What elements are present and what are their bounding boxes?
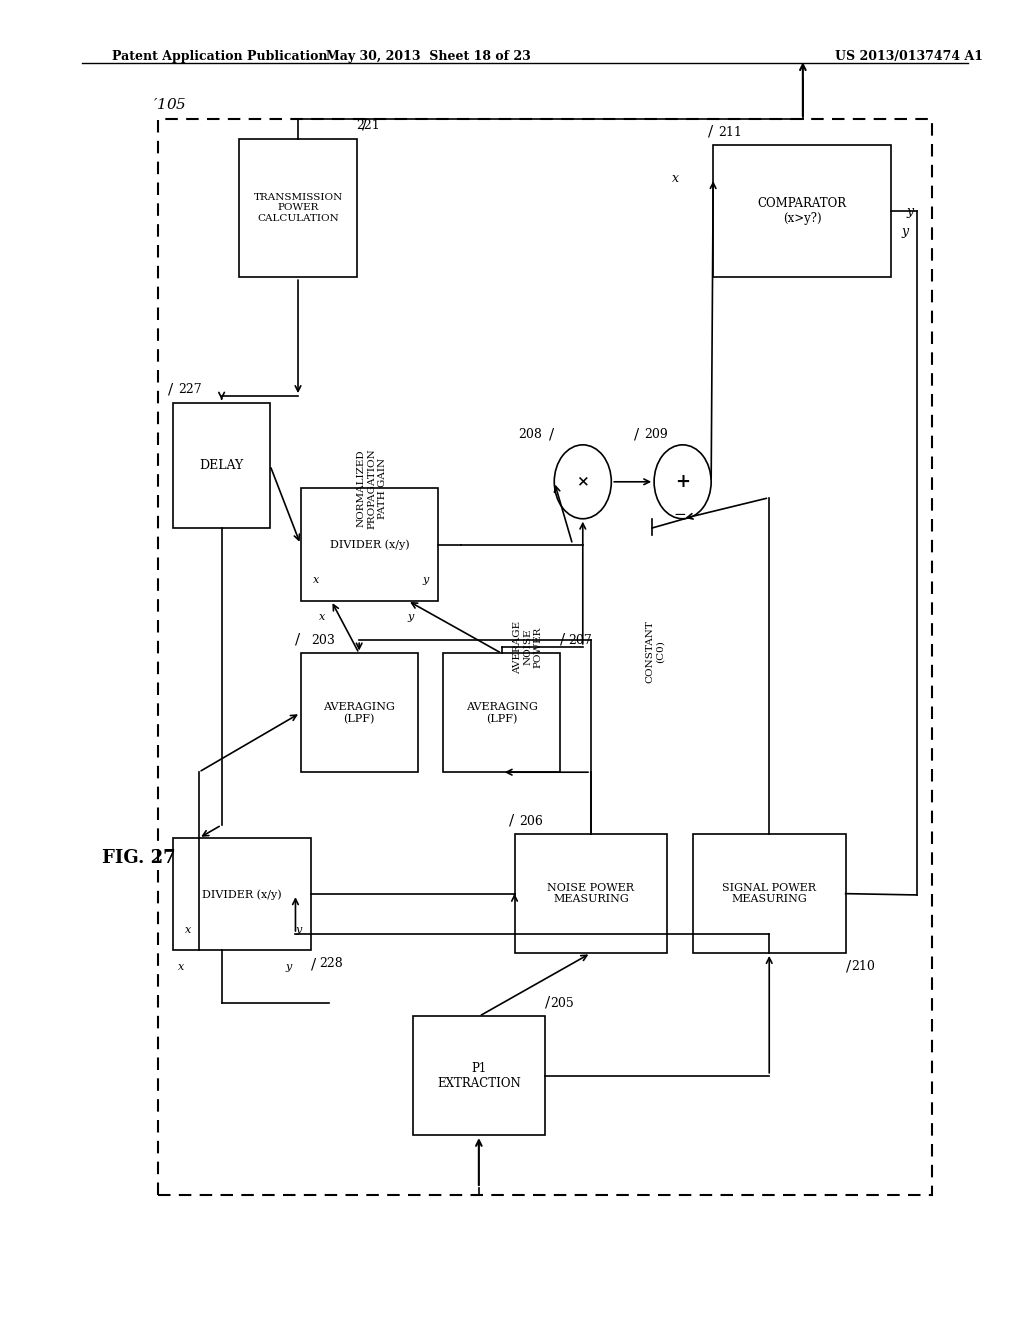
Bar (301, 653, 418, 772)
Text: y: y (296, 924, 302, 935)
Bar (301, 488, 438, 601)
Text: $\mathregular{\prime}$105: $\mathregular{\prime}$105 (153, 98, 186, 112)
Text: 208: 208 (518, 428, 543, 441)
Text: /: / (545, 995, 550, 1010)
Text: /: / (846, 960, 851, 974)
Text: 203: 203 (310, 634, 335, 647)
Circle shape (554, 445, 611, 519)
Text: /: / (296, 632, 301, 647)
Text: AVERAGE
NOISE
POWER: AVERAGE NOISE POWER (513, 620, 543, 673)
Text: /: / (509, 813, 514, 828)
Text: Patent Application Publication: Patent Application Publication (112, 50, 328, 63)
Text: 221: 221 (356, 119, 380, 132)
Text: y: y (907, 205, 913, 218)
Text: 207: 207 (568, 634, 592, 647)
Text: DELAY: DELAY (200, 459, 244, 471)
Text: COMPARATOR
(x>y?): COMPARATOR (x>y?) (758, 197, 847, 226)
Text: x: x (673, 172, 680, 185)
Text: AVERAGING
(LPF): AVERAGING (LPF) (324, 702, 395, 723)
Text: SIGNAL POWER
MEASURING: SIGNAL POWER MEASURING (722, 883, 816, 904)
Bar (173, 403, 270, 528)
Text: y: y (902, 224, 909, 238)
Text: May 30, 2013  Sheet 18 of 23: May 30, 2013 Sheet 18 of 23 (326, 50, 530, 63)
Bar (514, 834, 668, 953)
Text: CONSTANT
(C0): CONSTANT (C0) (645, 620, 665, 684)
Text: DIVIDER (x/y): DIVIDER (x/y) (202, 888, 282, 900)
Text: 209: 209 (644, 428, 668, 441)
Text: /: / (560, 632, 565, 647)
Bar (413, 1016, 545, 1135)
Text: ×: × (577, 475, 589, 488)
Text: x: x (178, 962, 184, 973)
Text: /: / (709, 124, 714, 139)
Text: 227: 227 (178, 383, 202, 396)
Text: 210: 210 (851, 960, 874, 973)
Text: /: / (361, 117, 367, 132)
Text: +: + (675, 473, 690, 491)
Text: x: x (312, 574, 319, 585)
Text: P1
EXTRACTION: P1 EXTRACTION (437, 1061, 521, 1090)
Text: DIVIDER (x/y): DIVIDER (x/y) (330, 539, 410, 550)
Text: /: / (634, 428, 639, 441)
Text: x: x (318, 612, 326, 623)
Text: x: x (185, 924, 191, 935)
Text: FIG. 27: FIG. 27 (101, 849, 175, 867)
Text: y: y (423, 574, 429, 585)
Text: /: / (549, 428, 554, 441)
Bar (173, 838, 310, 950)
Bar (443, 653, 560, 772)
Text: NORMALIZED
PROPAGATION
PATH GAIN: NORMALIZED PROPAGATION PATH GAIN (357, 447, 387, 529)
Bar (693, 834, 846, 953)
Text: y: y (286, 962, 292, 973)
Text: 205: 205 (550, 997, 573, 1010)
Text: TRANSMISSION
POWER
CALCULATION: TRANSMISSION POWER CALCULATION (253, 193, 343, 223)
Text: y: y (408, 612, 414, 623)
Text: −: − (673, 508, 686, 523)
Text: /: / (310, 957, 315, 972)
Text: 211: 211 (718, 125, 742, 139)
Text: US 2013/0137474 A1: US 2013/0137474 A1 (836, 50, 983, 63)
Text: NOISE POWER
MEASURING: NOISE POWER MEASURING (548, 883, 635, 904)
Text: 206: 206 (519, 814, 544, 828)
Text: /: / (168, 381, 173, 396)
Bar (713, 145, 892, 277)
Text: AVERAGING
(LPF): AVERAGING (LPF) (466, 702, 538, 723)
Text: 228: 228 (318, 957, 343, 970)
Bar (240, 139, 356, 277)
Circle shape (654, 445, 711, 519)
